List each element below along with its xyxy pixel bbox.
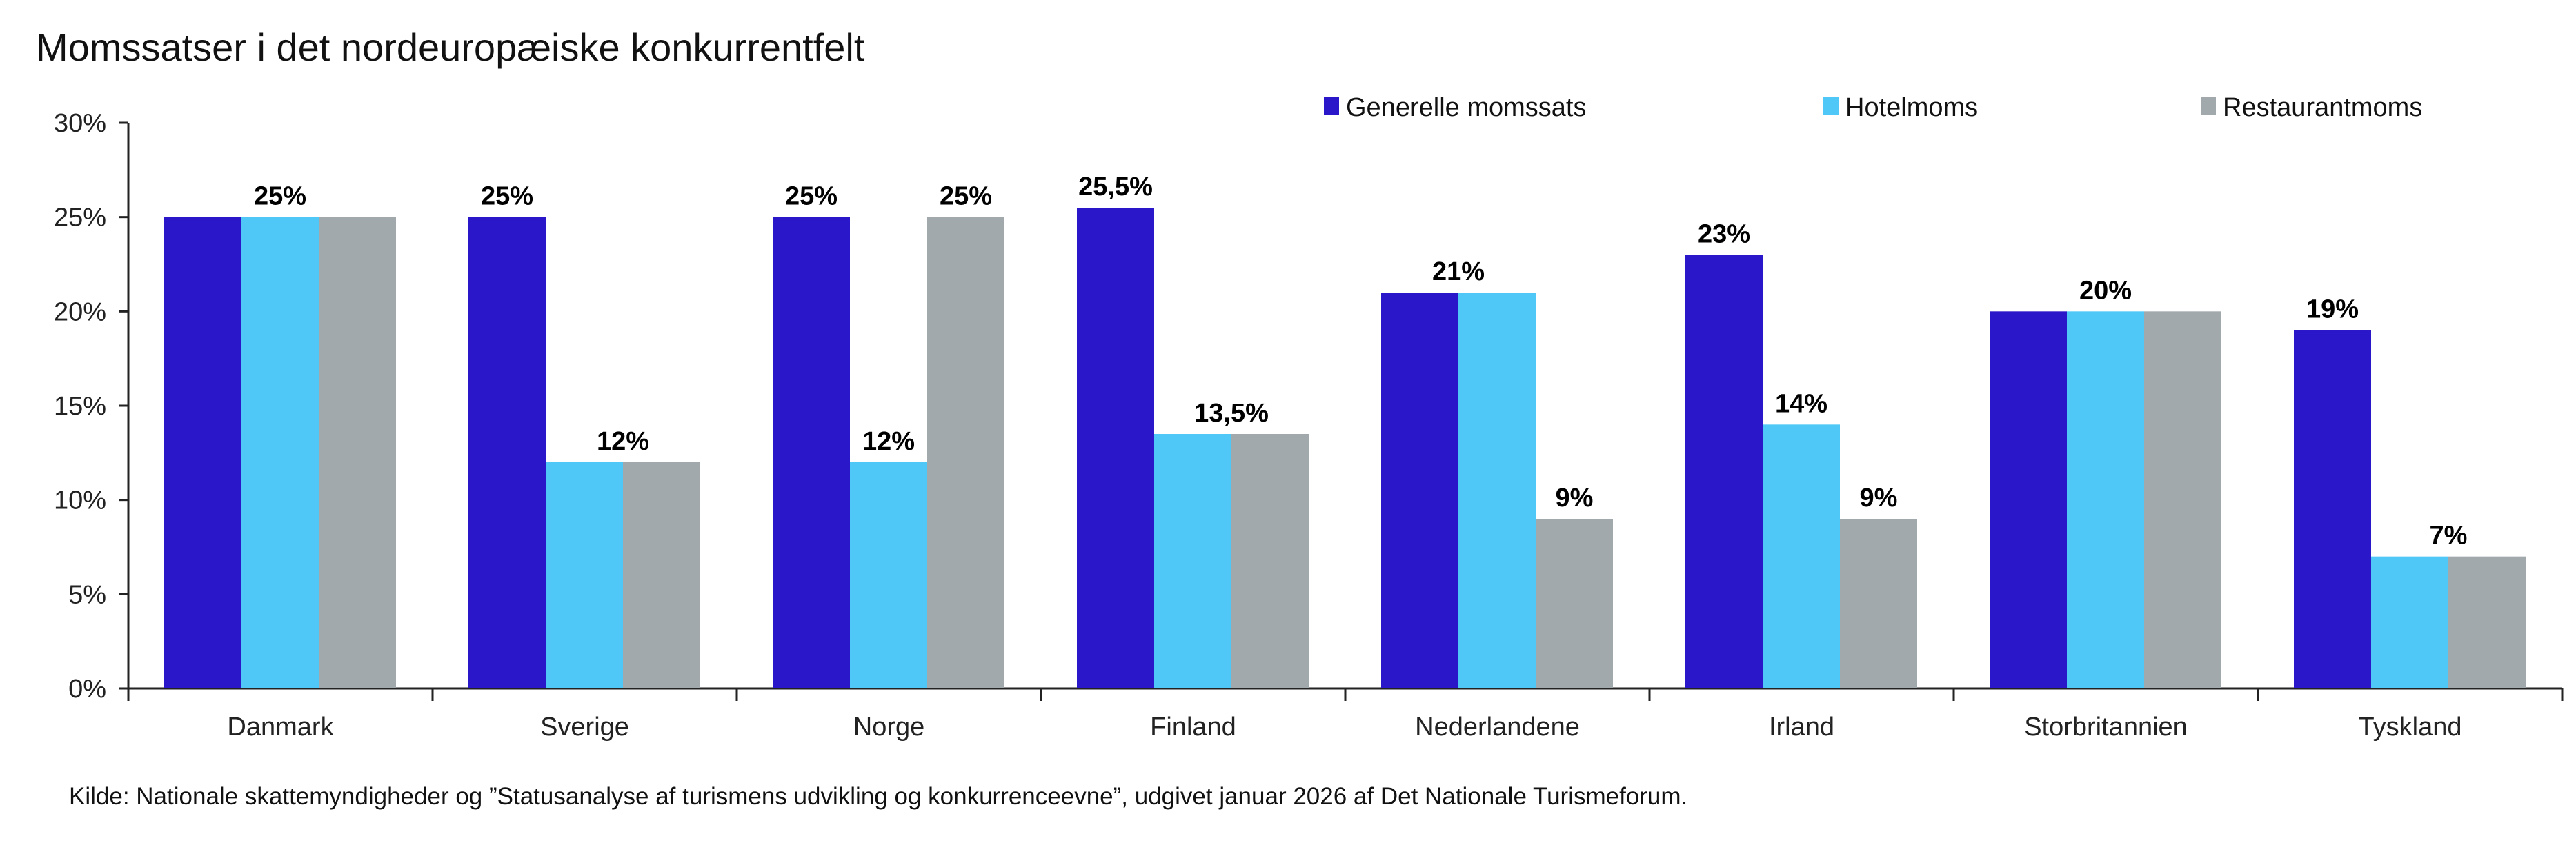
data-label: 12% [862, 427, 915, 456]
data-label: 13,5% [1194, 399, 1269, 428]
data-label: 19% [2306, 295, 2359, 324]
data-label: 25% [481, 182, 533, 211]
y-tick-label: 30% [54, 109, 106, 138]
legend-swatch [1823, 97, 1839, 115]
y-tick-label: 15% [54, 392, 106, 421]
bar-restaurantmoms [1840, 519, 1917, 688]
x-tick-label: Nederlandene [1415, 713, 1580, 742]
bar-generelle-momssats [1077, 208, 1154, 688]
y-tick-label: 10% [54, 486, 106, 515]
source-note: Kilde: Nationale skattemyndigheder og ”S… [69, 783, 1687, 810]
x-tick-label: Danmark [227, 713, 334, 742]
bar-hotelmoms [241, 217, 319, 689]
bar-restaurantmoms [1536, 519, 1613, 688]
data-label: 9% [1556, 484, 1594, 513]
bar-generelle-momssats [468, 217, 546, 689]
bar-hotelmoms [1763, 424, 1840, 688]
chart-title: Momssatser i det nordeuropæiske konkurre… [36, 26, 865, 69]
legend-swatch [1324, 97, 1339, 115]
x-tick-label: Finland [1150, 713, 1236, 742]
bars [164, 208, 2526, 689]
bar-restaurantmoms [319, 217, 396, 689]
y-tick-label: 0% [68, 675, 106, 704]
data-label: 25% [785, 182, 838, 211]
bar-hotelmoms [2371, 556, 2448, 688]
legend-label: Hotelmoms [1845, 93, 1978, 122]
bar-hotelmoms [2067, 311, 2144, 688]
bar-generelle-momssats [773, 217, 850, 689]
x-tick-label: Irland [1769, 713, 1834, 742]
bar-restaurantmoms [1231, 434, 1309, 688]
bar-generelle-momssats [2294, 330, 2371, 689]
data-label: 7% [2430, 522, 2468, 551]
bar-restaurantmoms [2144, 311, 2221, 688]
bar-hotelmoms [546, 462, 623, 688]
y-tick-label: 5% [68, 580, 106, 609]
data-label: 25% [940, 182, 992, 211]
bar-generelle-momssats [1381, 293, 1458, 688]
bar-restaurantmoms [2448, 556, 2526, 688]
bar-generelle-momssats [1685, 255, 1763, 688]
x-tick-label: Norge [853, 713, 925, 742]
y-tick-label: 20% [54, 297, 106, 326]
legend-label: Restaurantmoms [2223, 93, 2422, 122]
data-label: 14% [1775, 389, 1827, 418]
data-label: 12% [597, 427, 649, 456]
y-tick-label: 25% [54, 204, 106, 232]
bar-restaurantmoms [623, 462, 700, 688]
x-tick-label: Storbritannien [2024, 713, 2188, 742]
bar-hotelmoms [850, 462, 927, 688]
x-tick-label: Tyskland [2359, 713, 2462, 742]
bar-hotelmoms [1154, 434, 1231, 688]
data-label: 25,5% [1078, 172, 1153, 201]
bar-restaurantmoms [927, 217, 1004, 689]
data-labels: 25% 25% 12% 25% 12% 25% 25,5% 13,5% 21% 9% 23% 14% 9… [254, 172, 2467, 551]
data-label: 21% [1432, 257, 1485, 286]
data-label: 9% [1860, 484, 1898, 513]
data-label: 25% [254, 182, 306, 211]
data-label: 20% [2079, 276, 2132, 305]
x-tick-label: Sverige [540, 713, 629, 742]
bar-generelle-momssats [1990, 311, 2067, 688]
bar-generelle-momssats [164, 217, 241, 689]
legend-label: Generelle momssats [1346, 93, 1586, 122]
data-label: 23% [1698, 219, 1750, 248]
legend-swatch [2201, 97, 2216, 115]
axes: 0% 5% 10% 15% 20% 25% 30% Danmark Sverige Norge Fi… [54, 109, 2564, 742]
legend: Generelle momssats Hotelmoms Restaurantmom… [1324, 93, 2422, 122]
bar-hotelmoms [1458, 293, 1536, 688]
